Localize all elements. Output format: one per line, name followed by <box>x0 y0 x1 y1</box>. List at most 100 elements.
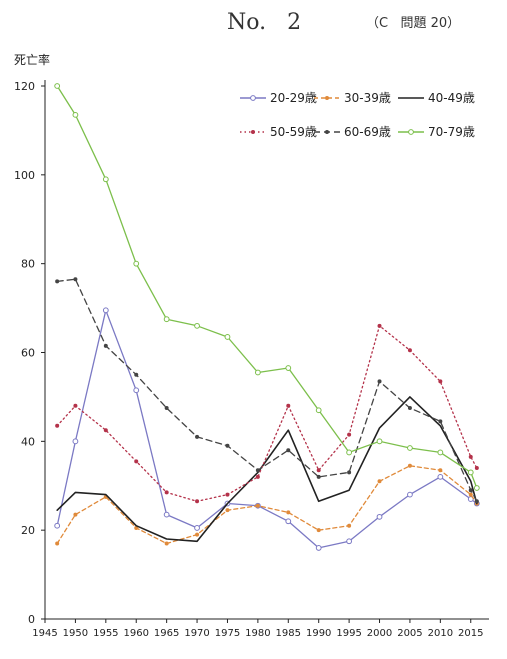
data-point <box>54 83 61 89</box>
x-tick-label: 2015 <box>458 628 483 639</box>
series-line-50-59歳 <box>56 325 478 502</box>
y-tick-label: 60 <box>21 347 35 360</box>
data-point <box>164 406 169 411</box>
data-point <box>377 379 382 384</box>
data-point <box>55 541 60 546</box>
data-point <box>103 428 108 433</box>
data-point <box>407 463 412 468</box>
data-point <box>437 473 444 480</box>
data-point <box>55 279 60 284</box>
data-point <box>163 316 170 323</box>
y-tick-label: 0 <box>28 613 35 626</box>
data-point <box>103 343 108 348</box>
data-point <box>347 523 352 528</box>
y-tick-label: 20 <box>21 524 35 537</box>
x-tick-label: 1960 <box>124 628 149 639</box>
data-point <box>286 448 291 453</box>
data-point <box>346 449 353 456</box>
data-point <box>316 474 321 479</box>
data-point <box>255 474 260 479</box>
data-point <box>438 468 443 473</box>
data-point <box>438 419 443 424</box>
legend-label: 20-29歳 <box>270 91 317 105</box>
data-point <box>195 499 200 504</box>
data-point <box>255 503 260 508</box>
data-point <box>72 438 79 445</box>
legend-label: 70-79歳 <box>428 125 475 139</box>
data-point <box>286 403 291 408</box>
data-point <box>72 111 79 118</box>
legend-label: 40-49歳 <box>428 91 475 105</box>
data-point <box>133 387 140 394</box>
data-point <box>468 488 473 493</box>
legend-marker <box>325 130 329 134</box>
data-point <box>225 508 230 513</box>
x-tick-label: 1965 <box>154 628 179 639</box>
y-tick-label: 100 <box>14 169 35 182</box>
data-point <box>407 445 413 451</box>
data-point <box>377 479 382 484</box>
x-tick-label: 1995 <box>336 628 361 639</box>
data-point <box>254 369 261 376</box>
legend-label: 30-39歳 <box>344 91 391 105</box>
legend-marker <box>325 96 329 100</box>
data-point <box>468 454 473 459</box>
series-line-70-79歳 <box>56 85 478 489</box>
x-tick-label: 1950 <box>63 628 88 639</box>
data-point <box>346 538 353 545</box>
data-point <box>224 334 231 340</box>
data-point <box>376 513 383 520</box>
data-point <box>407 406 412 411</box>
data-point <box>473 485 480 491</box>
data-point <box>474 499 479 504</box>
data-point <box>102 176 109 183</box>
y-tick-label: 120 <box>14 80 35 93</box>
data-point <box>164 490 169 495</box>
x-tick-label: 1955 <box>93 628 118 639</box>
x-tick-label: 1990 <box>306 628 331 639</box>
legend-marker <box>250 95 256 101</box>
data-point <box>195 532 200 537</box>
legend-label: 50-59歳 <box>270 125 317 139</box>
y-tick-label: 40 <box>21 435 35 448</box>
data-point <box>195 434 200 439</box>
series-line-30-39歳 <box>56 465 478 545</box>
data-point <box>73 277 78 282</box>
x-tick-label: 1985 <box>276 628 301 639</box>
data-point <box>55 423 60 428</box>
data-point <box>376 438 383 445</box>
data-point <box>438 379 443 384</box>
data-point <box>286 510 291 515</box>
x-tick-label: 1970 <box>184 628 209 639</box>
data-point <box>474 465 479 470</box>
data-point <box>163 511 170 518</box>
data-point <box>134 372 139 377</box>
chart-number: No. 2 <box>227 10 302 35</box>
data-point <box>73 512 78 517</box>
data-point <box>467 469 474 476</box>
x-tick-label: 2010 <box>428 628 453 639</box>
series-line-40-49歳 <box>56 396 478 543</box>
data-point <box>102 307 109 314</box>
legend-marker <box>408 129 414 135</box>
data-point <box>407 491 413 498</box>
data-point <box>225 443 230 448</box>
data-point <box>194 525 200 531</box>
series-line-20-29歳 <box>56 309 478 549</box>
x-tick-label: 1975 <box>215 628 240 639</box>
data-point <box>347 432 352 437</box>
problem-label: （C 問題 20） <box>366 16 461 31</box>
data-point <box>164 541 169 546</box>
x-tick-label: 2000 <box>367 628 392 639</box>
data-point <box>347 470 352 475</box>
data-point <box>54 522 61 529</box>
data-point <box>255 468 260 473</box>
data-point <box>133 260 140 267</box>
data-point <box>285 518 292 525</box>
data-point <box>437 449 444 456</box>
data-point <box>225 492 230 497</box>
data-point <box>315 407 322 414</box>
x-tick-label: 2005 <box>397 628 422 639</box>
data-point <box>134 459 139 464</box>
